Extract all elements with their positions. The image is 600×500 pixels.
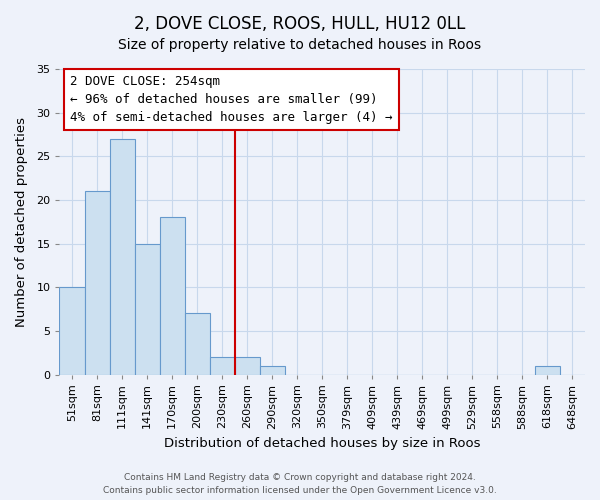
- Bar: [535, 366, 560, 374]
- Text: Size of property relative to detached houses in Roos: Size of property relative to detached ho…: [118, 38, 482, 52]
- Bar: [260, 366, 285, 374]
- Bar: [110, 139, 134, 374]
- Bar: [209, 357, 235, 374]
- Y-axis label: Number of detached properties: Number of detached properties: [15, 117, 28, 327]
- Bar: [235, 357, 260, 374]
- Text: Contains HM Land Registry data © Crown copyright and database right 2024.
Contai: Contains HM Land Registry data © Crown c…: [103, 474, 497, 495]
- Bar: [59, 287, 85, 374]
- Text: 2 DOVE CLOSE: 254sqm
← 96% of detached houses are smaller (99)
4% of semi-detach: 2 DOVE CLOSE: 254sqm ← 96% of detached h…: [70, 75, 392, 124]
- Text: 2, DOVE CLOSE, ROOS, HULL, HU12 0LL: 2, DOVE CLOSE, ROOS, HULL, HU12 0LL: [134, 15, 466, 33]
- Bar: [160, 218, 185, 374]
- Bar: [134, 244, 160, 374]
- Bar: [185, 314, 209, 374]
- Bar: [85, 191, 110, 374]
- X-axis label: Distribution of detached houses by size in Roos: Distribution of detached houses by size …: [164, 437, 481, 450]
